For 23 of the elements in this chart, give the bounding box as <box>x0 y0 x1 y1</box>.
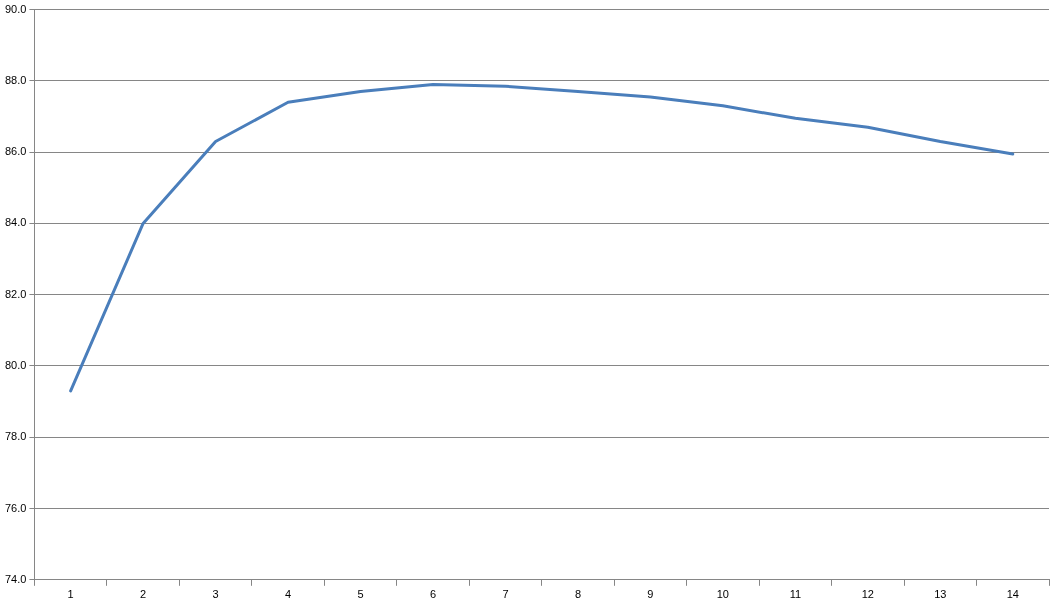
y-tick-label: 74.0 <box>4 572 27 585</box>
x-tick-label: 9 <box>647 588 654 601</box>
y-tick-label: 76.0 <box>4 501 27 514</box>
x-tick-label: 4 <box>284 588 292 601</box>
y-tick-label: 86.0 <box>4 145 27 158</box>
x-tick-label: 12 <box>861 588 874 601</box>
x-tick-label: 1 <box>67 588 74 601</box>
x-tick-label: 11 <box>789 588 802 601</box>
x-tick-label: 14 <box>1006 588 1019 601</box>
x-tick-label: 7 <box>502 588 509 601</box>
x-tick-label: 8 <box>574 588 581 601</box>
y-tick-label: 90.0 <box>4 2 27 15</box>
y-tick-label: 80.0 <box>4 359 27 372</box>
x-tick-label: 10 <box>716 588 730 601</box>
x-tick-label: 13 <box>934 588 947 601</box>
y-tick-label: 82.0 <box>4 287 27 300</box>
y-tick-label: 78.0 <box>4 430 27 443</box>
x-tick-label: 5 <box>357 588 364 601</box>
x-tick-label: 3 <box>212 588 219 601</box>
x-tick-label: 6 <box>429 588 437 601</box>
x-tick-label: 2 <box>140 588 147 601</box>
y-tick-label: 84.0 <box>4 216 27 229</box>
y-tick-label: 88.0 <box>4 73 27 86</box>
